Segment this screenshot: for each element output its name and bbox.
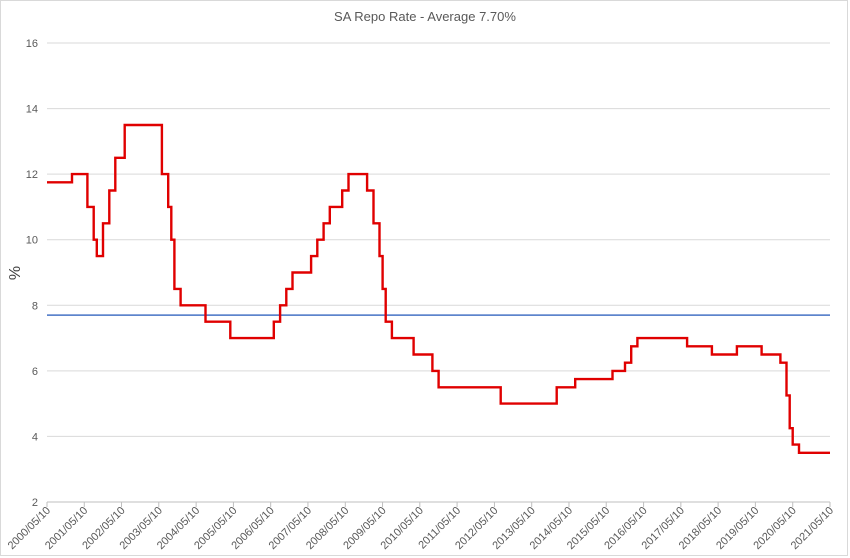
y-axis-label: %: [7, 266, 24, 280]
y-tick-label: 4: [32, 431, 38, 443]
y-tick-label: 10: [26, 235, 38, 247]
y-tick-label: 6: [32, 366, 38, 378]
y-tick-label: 8: [32, 300, 38, 312]
repo-rate-series-line: [47, 123, 830, 454]
chart-title: SA Repo Rate - Average 7.70%: [334, 9, 516, 24]
y-tick-label: 14: [26, 104, 38, 116]
y-tick-labels: 2 4 6 8 10 12 14 16: [26, 38, 38, 509]
y-tick-label: 12: [26, 169, 38, 181]
gridlines: [47, 42, 830, 503]
series-group: [47, 123, 830, 454]
y-tick-label: 2: [32, 497, 38, 509]
x-tick-labels: 2000/05/102001/05/102002/05/102003/05/10…: [6, 502, 836, 552]
y-tick-label: 16: [26, 38, 38, 50]
